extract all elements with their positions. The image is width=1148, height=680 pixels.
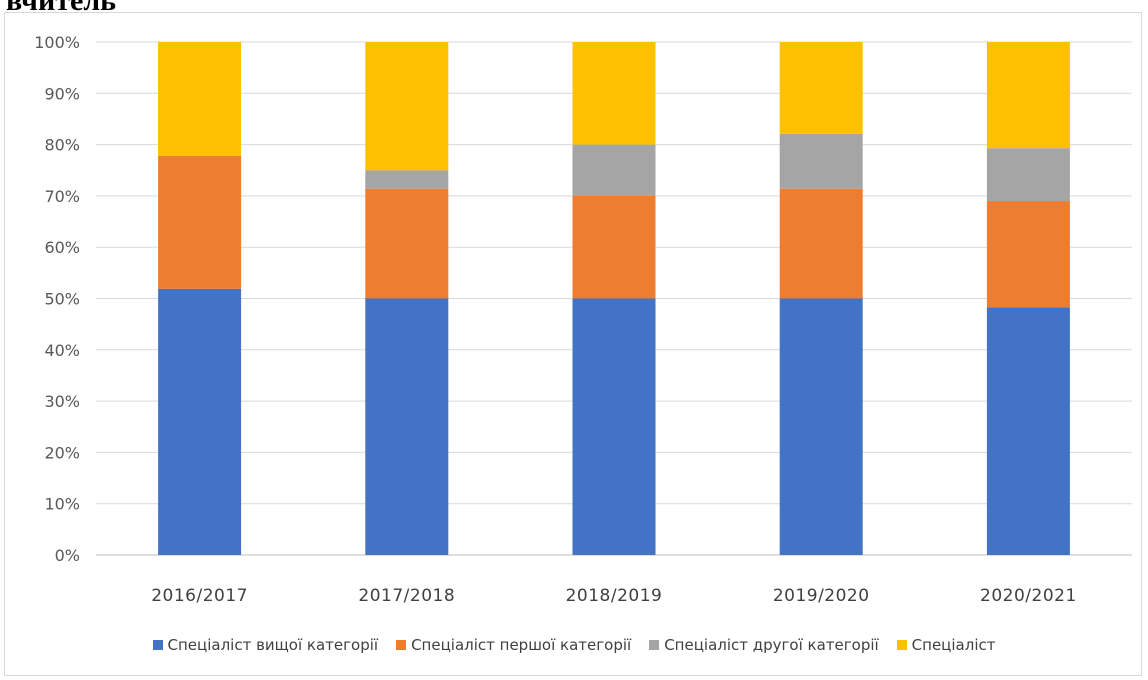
bar-segment: [572, 195, 656, 299]
y-tick-label: 30%: [44, 392, 80, 411]
bar-segment: [365, 42, 449, 171]
legend-label: Спеціаліст другої категорії: [664, 636, 879, 654]
bar-segment: [365, 298, 449, 555]
x-tick-label: 2017/2018: [358, 586, 455, 606]
bar-segment: [572, 298, 656, 555]
bar-segment: [365, 170, 449, 189]
x-tick-label: 2019/2020: [773, 586, 870, 606]
y-tick-label: 20%: [44, 443, 80, 462]
legend-item: Спеціаліст вищої категорії: [152, 636, 379, 654]
bar-segment: [986, 148, 1070, 202]
legend-label: Спеціаліст: [911, 636, 996, 654]
bar-segment: [986, 201, 1070, 308]
chart-legend: Спеціаліст вищої категорії Спеціаліст пер…: [0, 636, 1148, 654]
bar-segment: [158, 42, 242, 156]
bar-segment: [779, 298, 863, 555]
bar-segment: [779, 133, 863, 189]
legend-label: Спеціаліст вищої категорії: [167, 636, 379, 654]
y-tick-label: 60%: [44, 238, 80, 257]
legend-item: Спеціаліст другої категорії: [649, 636, 879, 654]
y-tick-label: 70%: [44, 187, 80, 206]
x-tick-label: 2020/2021: [980, 586, 1077, 606]
bar-segment: [779, 188, 863, 299]
legend-label: Спеціаліст першої категорії: [411, 636, 632, 654]
bar-segment: [986, 42, 1070, 149]
bar-segment: [158, 288, 242, 555]
y-tick-label: 90%: [44, 84, 80, 103]
bar-segment: [572, 144, 656, 196]
legend-swatch: [649, 640, 660, 650]
y-tick-label: 50%: [44, 290, 80, 309]
y-tick-label: 100%: [34, 33, 80, 52]
legend-swatch: [896, 640, 907, 650]
bar-segment: [779, 42, 863, 134]
legend-item: Спеціаліст: [896, 636, 996, 654]
legend-swatch: [152, 640, 163, 650]
x-tick-label: 2018/2019: [566, 586, 663, 606]
bar-segment: [986, 307, 1070, 555]
page-heading: вчитель: [6, 0, 117, 17]
y-tick-label: 0%: [55, 546, 80, 565]
y-tick-label: 80%: [44, 136, 80, 155]
bar-segment: [572, 42, 656, 145]
y-tick-label: 10%: [44, 495, 80, 514]
x-tick-label: 2016/2017: [151, 586, 248, 606]
bar-segment: [158, 155, 242, 289]
legend-item: Спеціаліст першої категорії: [396, 636, 631, 654]
legend-swatch: [396, 640, 407, 650]
y-tick-label: 40%: [44, 341, 80, 360]
bar-segment: [365, 188, 449, 299]
